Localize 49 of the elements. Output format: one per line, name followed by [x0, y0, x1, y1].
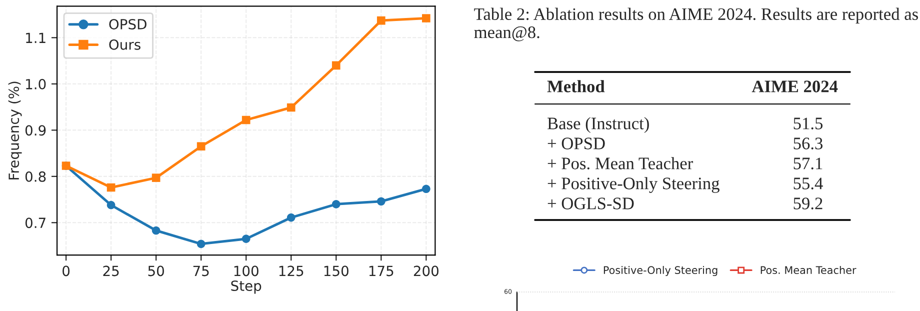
- category-label: + Positive-Only Steering: [548, 177, 720, 193]
- category-label: + OGLS-SD: [548, 198, 634, 210]
- point: [286, 103, 296, 112]
- y-tick-label: 1.0: [26, 78, 46, 90]
- text: 59.2: [794, 198, 822, 210]
- x-tick-label: 125: [279, 266, 304, 276]
- text: 55.4: [794, 178, 823, 190]
- text: AIME 2024: [752, 80, 838, 92]
- point: [242, 234, 250, 243]
- x-tick-label: 150: [324, 266, 348, 276]
- point: [422, 184, 430, 194]
- x-tick-label: 0: [62, 266, 70, 276]
- x-tick-label: 25: [103, 266, 119, 276]
- point: [152, 226, 160, 235]
- x-tick-label: 100: [234, 266, 258, 276]
- point: [106, 183, 116, 192]
- x-tick-label: 175: [369, 266, 394, 276]
- y-tick-label: 0.8: [25, 171, 46, 182]
- legend-label: Pos. Mean Teacher: [760, 266, 856, 274]
- y-tick-label: 0.7: [25, 218, 46, 228]
- text: 51.5: [794, 118, 823, 130]
- point: [332, 61, 340, 70]
- point: [106, 200, 116, 210]
- legend-label: OPSD: [109, 18, 146, 30]
- text: 56.3: [794, 138, 823, 150]
- x-tick-label: 75: [193, 266, 209, 276]
- category-label: + Pos. Mean Teacher: [548, 157, 693, 170]
- point: [242, 116, 250, 124]
- text: 57.1: [794, 158, 822, 170]
- y-axis-title: Frequency (%): [8, 82, 22, 180]
- x-axis-title: Step: [231, 280, 262, 294]
- point: [196, 142, 206, 151]
- legend-label: Ours: [109, 39, 140, 50]
- category-label: + OPSD: [548, 138, 605, 150]
- category-label: Base (Instruct): [548, 117, 649, 133]
- point: [376, 16, 386, 25]
- point: [422, 14, 430, 22]
- point: [376, 197, 386, 206]
- point: [152, 174, 160, 182]
- x-tick-label: 50: [148, 266, 164, 276]
- point: [286, 213, 296, 222]
- y-tick-label: 1.1: [26, 32, 46, 43]
- point: [196, 240, 206, 248]
- text: Table 2: Ablation results on AIME 2024. Results are reported as mean@8.: [474, 8, 918, 42]
- point: [332, 200, 340, 208]
- text: Method: [547, 80, 605, 92]
- legend-label: Positive-Only Steering: [604, 266, 718, 276]
- x-tick-label: 200: [414, 266, 438, 276]
- y-tick-label: 0.9: [25, 125, 46, 136]
